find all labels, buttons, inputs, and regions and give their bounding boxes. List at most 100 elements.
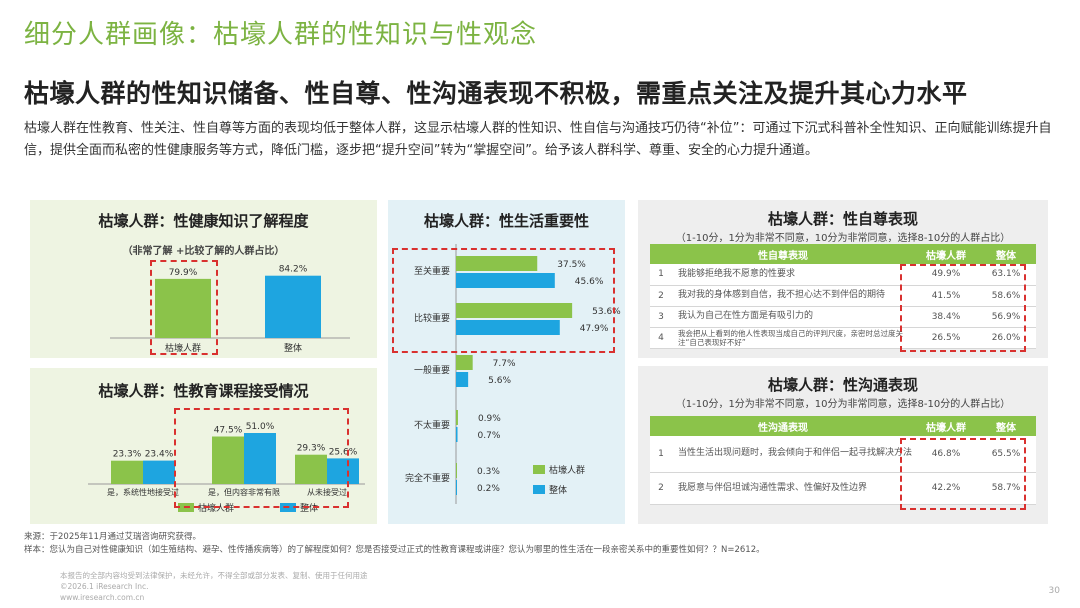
category-label: 一般重要: [414, 364, 450, 376]
column-header: 枯壕人群: [916, 416, 976, 436]
headline: 枯壕人群的性知识储备、性自尊、性沟通表现不积极，需重点关注及提升其心力水平: [24, 79, 968, 108]
row-item: 我能够拒绝我不愿意的性要求: [672, 264, 916, 286]
row-item: 我对我的身体感到自信，我不担心达不到伴侣的期待: [672, 285, 916, 307]
data-label: 0.2%: [477, 484, 500, 494]
data-label: 0.7%: [478, 431, 501, 441]
row-item: 当性生活出现问题时，我会倾向于和伴侣一起寻找解决方法: [672, 436, 916, 473]
data-label: 45.6%: [575, 277, 604, 287]
table-row: 1 我能够拒绝我不愿意的性要求 49.9% 63.1%: [650, 264, 1036, 286]
row-index: 3: [650, 306, 672, 328]
column-header: 枯壕人群: [916, 244, 976, 264]
bar: [456, 303, 573, 318]
row-group-value: 38.4%: [916, 306, 976, 328]
bar: [143, 460, 175, 484]
bar: [456, 355, 473, 370]
communication-highlight: [900, 438, 1026, 510]
self-esteem-title: 枯壕人群：性自尊表现: [767, 210, 918, 228]
row-overall-value: 56.9%: [976, 306, 1036, 328]
legend-label: 整体: [300, 502, 318, 514]
self-esteem-table: 性自尊表现 枯壕人群 整体 1 我能够拒绝我不愿意的性要求 49.9% 63.1…: [650, 244, 1036, 349]
row-index: 1: [650, 264, 672, 286]
column-header: 整体: [976, 244, 1036, 264]
data-label: 7.7%: [493, 359, 516, 369]
data-label: 53.6%: [592, 307, 621, 317]
row-group-value: 49.9%: [916, 264, 976, 286]
bar: [456, 463, 457, 478]
education-panel: 枯壕人群：性教育课程接受情况 23.3% 47.5% 29.3% 23.4% 51.0%…: [30, 368, 377, 524]
data-label: 51.0%: [246, 422, 275, 432]
self-esteem-subtitle: （1-10分，1分为非常不同意，10分为非常同意，选择8-10分的人群占比）: [675, 233, 1011, 244]
knowledge-panel: 枯壕人群：性健康知识了解程度 （非常了解 +比较了解的人群占比） 79.9% 枯壕…: [30, 200, 377, 358]
row-group-value: 46.8%: [916, 436, 976, 473]
communication-subtitle: （1-10分，1分为非常不同意，10分为非常同意，选择8-10分的人群占比）: [675, 399, 1011, 410]
bar: [295, 454, 327, 484]
category-label: 比较重要: [414, 312, 450, 324]
table-row: 3 我认为自己在性方面是有吸引力的 38.4% 56.9%: [650, 306, 1036, 328]
row-index: 2: [650, 285, 672, 307]
footer-source: 来源：于2025年11月通过艾瑞咨询研究获得。 样本：您认为自己对性健康知识（如…: [24, 531, 765, 557]
bar: [327, 458, 359, 484]
data-label: 23.4%: [145, 450, 174, 460]
data-label: 25.6%: [329, 447, 358, 457]
bar: [456, 256, 538, 271]
bar: [265, 275, 321, 338]
table-row: 4 我会把从上看到的他人性表现当成自己的评判尺度，亲密时总过度关注“自己表现好不…: [650, 327, 1036, 349]
legend-label: 整体: [549, 484, 567, 496]
bar: [456, 410, 458, 425]
self-esteem-highlight: [900, 264, 1026, 352]
data-label: 23.3%: [113, 450, 142, 460]
row-group-value: 42.2%: [916, 472, 976, 505]
data-label: 0.9%: [478, 414, 501, 424]
table-row: 1 当性生活出现问题时，我会倾向于和伴侣一起寻找解决方法 46.8% 65.5%: [650, 436, 1036, 473]
copyright-line: www.iresearch.com.cn: [60, 593, 145, 602]
intro-text: 枯壕人群在性教育、性关注、性自尊等方面的表现均低于整体人群，这显示枯壕人群的性知…: [24, 121, 1052, 158]
footer-copyright: 本报告的全部内容均受到法律保护，未经允许，不得全部或部分发表、复制、使用于任何用…: [60, 570, 368, 603]
table-row: 2 我愿意与伴侣坦诚沟通性需求、性偏好及性边界 42.2% 58.7%: [650, 472, 1036, 505]
data-label: 29.3%: [297, 444, 326, 454]
row-overall-value: 26.0%: [976, 327, 1036, 349]
row-group-value: 41.5%: [916, 285, 976, 307]
bar: [212, 436, 244, 484]
category-label: 至关重要: [414, 265, 450, 277]
row-item: 我认为自己在性方面是有吸引力的: [672, 306, 916, 328]
importance-panel: 枯壕人群：性生活重要性 至关重要 37.5% 45.6% 比较重要 53.6% 47.9%…: [388, 200, 625, 524]
importance-bar-chart: 至关重要 37.5% 45.6% 比较重要 53.6% 47.9% 一般重要 7.7% 5.6%…: [405, 244, 621, 504]
category-label: 是，系统性地接受过: [107, 487, 179, 497]
copyright-line: ©2026.1 iResearch Inc.: [60, 582, 149, 591]
bar: [456, 273, 555, 288]
column-header: 性沟通表现: [650, 416, 916, 436]
communication-title: 枯壕人群：性沟通表现: [767, 376, 918, 394]
category-label: 完全不重要: [405, 472, 450, 484]
knowledge-highlight: [150, 260, 218, 355]
knowledge-chart-title: 枯壕人群：性健康知识了解程度: [98, 212, 309, 230]
row-index: 2: [650, 472, 672, 505]
self-esteem-panel: 枯壕人群：性自尊表现 （1-10分，1分为非常不同意，10分为非常同意，选择8-…: [638, 200, 1048, 358]
row-overall-value: 58.7%: [976, 472, 1036, 505]
importance-highlight: [392, 248, 615, 353]
row-item: 我愿意与伴侣坦诚沟通性需求、性偏好及性边界: [672, 472, 916, 505]
row-group-value: 26.5%: [916, 327, 976, 349]
bar: [456, 427, 458, 442]
source-note: 来源：于2025年11月通过艾瑞咨询研究获得。: [24, 532, 201, 542]
row-overall-value: 65.5%: [976, 436, 1036, 473]
knowledge-chart-subtitle: （非常了解 +比较了解的人群占比）: [122, 246, 285, 257]
row-index: 1: [650, 436, 672, 473]
table-header-row: 性自尊表现 枯壕人群 整体: [650, 244, 1036, 264]
row-overall-value: 63.1%: [976, 264, 1036, 286]
sample-note: 样本：您认为自己对性健康知识（如生殖结构、避孕、性传播疾病等）的了解程度如何？您…: [24, 545, 765, 555]
bar: [456, 320, 560, 335]
category-label: 枯壕人群: [165, 342, 201, 354]
category-label: 是，但内容非常有限: [208, 487, 280, 497]
legend-swatch: [533, 485, 545, 494]
page-title: 细分人群画像：枯壕人群的性知识与性观念: [24, 20, 538, 50]
data-label: 5.6%: [488, 376, 511, 386]
column-header: 整体: [976, 416, 1036, 436]
legend-label: 枯壕人群: [549, 464, 585, 476]
education-chart-title: 枯壕人群：性教育课程接受情况: [98, 382, 309, 400]
row-item: 我会把从上看到的他人性表现当成自己的评判尺度，亲密时总过度关注“自己表现好不好”: [672, 327, 916, 349]
row-index: 4: [650, 327, 672, 349]
communication-table: 性沟通表现 枯壕人群 整体 1 当性生活出现问题时，我会倾向于和伴侣一起寻找解决…: [650, 416, 1036, 505]
category-label: 不太重要: [414, 419, 450, 431]
data-label: 37.5%: [557, 260, 586, 270]
data-label: 79.9%: [169, 268, 198, 278]
